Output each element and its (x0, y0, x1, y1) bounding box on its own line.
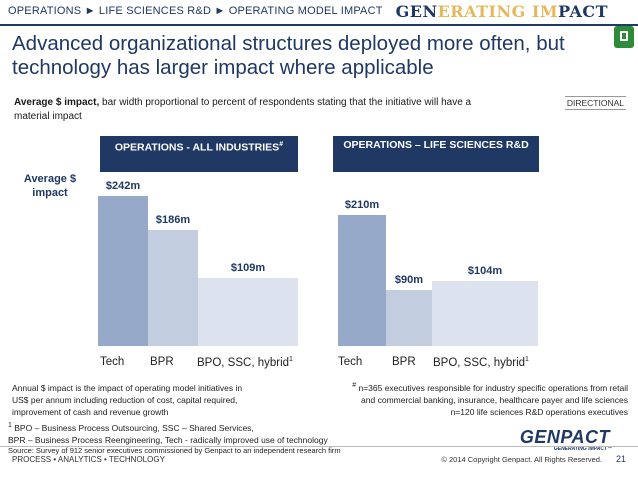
breadcrumb: OPERATIONS ► LIFE SCIENCES R&D ► OPERATI… (8, 5, 383, 17)
bar-value-label: $242m (105, 179, 141, 192)
brand-logo: GENERATING IMPACT (395, 2, 608, 21)
annual-impact-note: Annual $ impact is the impact of operati… (12, 383, 243, 417)
bar-0-0 (98, 195, 148, 346)
bar-value-label: $104m (467, 265, 503, 278)
bar-value-label: $90m (394, 274, 424, 287)
genpact-tagline: GENERATING IMPACT™ (553, 446, 612, 452)
bar-1-0 (338, 215, 386, 346)
genpact-logo: GENPACT (519, 427, 610, 447)
category-label: BPO, SSC, hybrid1 (433, 356, 529, 369)
source-note: Source: Survey of 912 senior executives … (8, 446, 341, 455)
bar-0-2 (198, 278, 298, 346)
bar-0-1 (148, 230, 198, 346)
category-label: BPO, SSC, hybrid1 (197, 356, 293, 369)
slide-headline: Advanced organizational structures deplo… (12, 32, 565, 79)
bar-value-label: $109m (230, 262, 266, 275)
top-bar: OPERATIONS ► LIFE SCIENCES R&D ► OPERATI… (0, 0, 638, 26)
directional-badge: DIRECTIONAL (564, 96, 626, 110)
category-label: Tech (100, 356, 125, 368)
footer-tagline: PROCESS • ANALYTICS • TECHNOLOGY (12, 455, 165, 464)
category-label: Tech (338, 356, 363, 368)
bar-1-1 (386, 290, 432, 346)
footer-divider (0, 446, 638, 447)
category-label: BPR (150, 356, 174, 368)
footer-copyright: © 2014 Copyright Genpact. All Rights Res… (441, 455, 602, 464)
life-sciences-sample-note: n=120 life sciences R&D operations execu… (450, 407, 628, 417)
bar-value-label: $210m (344, 199, 380, 212)
slide-subtitle: Average $ impact, bar width proportional… (14, 97, 472, 122)
footnote-definitions: 1 BPO – Business Process Outsourcing, SS… (8, 422, 328, 445)
panel-header-all-industries: OPERATIONS - ALL INDUSTRIES# (100, 136, 298, 172)
page-number: 21 (615, 454, 626, 464)
panel-header-life-sciences: OPERATIONS – LIFE SCIENCES R&D (333, 136, 539, 172)
tag-icon (614, 26, 634, 48)
bar-1-2 (432, 281, 538, 346)
bar-value-label: $186m (155, 214, 191, 227)
y-axis-label: Average $ impact (23, 173, 77, 199)
sample-note: # n=365 executives responsible for indus… (352, 382, 628, 405)
category-label: BPR (392, 356, 416, 368)
